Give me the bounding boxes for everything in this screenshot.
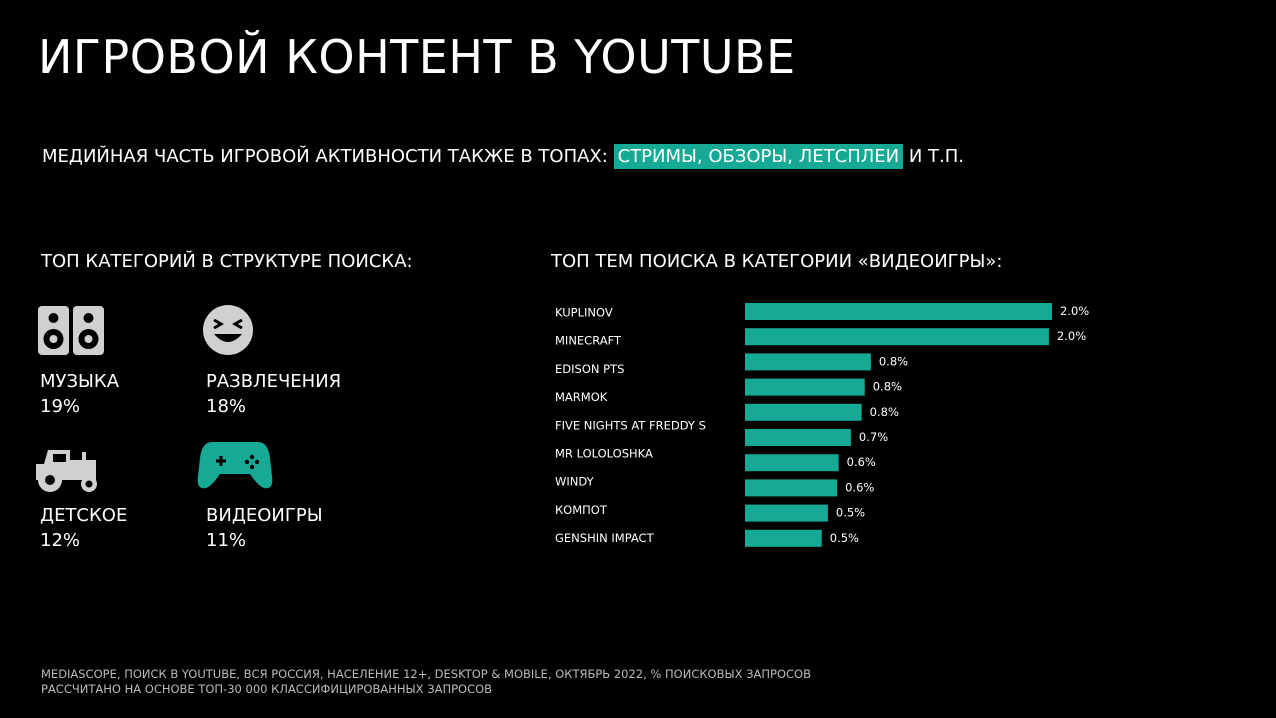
category-label: FIVE NIGHTS AT FREDDY S [555,418,706,432]
value-label: 0.7% [859,430,888,444]
value-label: 0.8% [879,354,908,368]
chart-title: ТОП ТЕМ ПОИСКА В КАТЕГОРИИ «ВИДЕОИГРЫ»: [551,251,1003,272]
category-name: ДЕТСКОЕ [40,505,128,526]
icon-tractor [36,450,97,492]
category-share: 12% [40,530,81,551]
bar [745,529,822,547]
bar [745,328,1049,346]
bar [745,353,871,371]
category: РАЗВЛЕЧЕНИЯ 18% [206,369,341,419]
value-label: 2.0% [1060,304,1089,318]
footer-line: MEDIASCOPE, ПОИСК В YOUTUBE, ВСЯ РОССИЯ,… [41,667,811,681]
value-label: 0.8% [870,405,899,419]
bar [745,403,862,421]
category-label: EDISON PTS [555,362,624,376]
category-name: ВИДЕОИГРЫ [206,505,323,526]
subtitle: МЕДИЙНАЯ ЧАСТЬ ИГРОВОЙ АКТИВНОСТИ ТАКЖЕ … [42,144,965,169]
bar [745,479,838,497]
bar [745,429,851,446]
icon-gamepad [197,442,273,489]
category-name: РАЗВЛЕЧЕНИЯ [206,371,342,392]
highlight: СТРИМЫ, ОБЗОРЫ, ЛЕТСПЛЕИ [613,144,904,169]
value-label: 0.6% [845,480,874,494]
bar [745,303,1052,320]
bar [745,454,839,472]
value-label: 0.6% [847,455,876,469]
category: МУЗЫКА 19% [40,369,119,419]
value-label: 0.5% [836,506,865,520]
bar [745,378,865,396]
category-share: 11% [206,530,247,551]
title: ИГРОВОЙ КОНТЕНТ В YOUTUBE [38,30,796,84]
footer: MEDIASCOPE, ПОИСК В YOUTUBE, ВСЯ РОССИЯ,… [41,667,811,697]
subtitle-text: И Т.П. [908,146,965,167]
category-label: MR LOLOLOSHKA [555,447,653,461]
footer-line: РАССЧИТАНО НА ОСНОВЕ ТОП-30 000 КЛАССИФИ… [41,682,493,696]
value-label: 0.5% [830,531,859,545]
icon-speakers [38,306,104,355]
value-label: 2.0% [1057,329,1086,343]
category-label: GENSHIN IMPACT [555,531,655,545]
category-name: МУЗЫКА [40,371,120,392]
category-label: КОМПОТ [555,503,608,517]
value-label: 0.8% [873,380,902,394]
category-label: WINDY [555,475,595,489]
category-label: KUPLINOV [555,306,613,320]
subtitle-text: МЕДИЙНАЯ ЧАСТЬ ИГРОВОЙ АКТИВНОСТИ ТАКЖЕ … [42,146,608,167]
category: ДЕТСКОЕ 12% [40,503,127,553]
category-label: MARMOK [555,390,608,404]
category: ВИДЕОИГРЫ 11% [206,503,323,553]
icon-smiley [203,305,253,355]
bar [745,504,828,522]
category-share: 18% [206,396,247,417]
category-share: 19% [40,396,81,417]
category-label: MINECRAFT [555,334,622,348]
section-heading: ТОП КАТЕГОРИЙ В СТРУКТУРЕ ПОИСКА: [41,251,413,272]
